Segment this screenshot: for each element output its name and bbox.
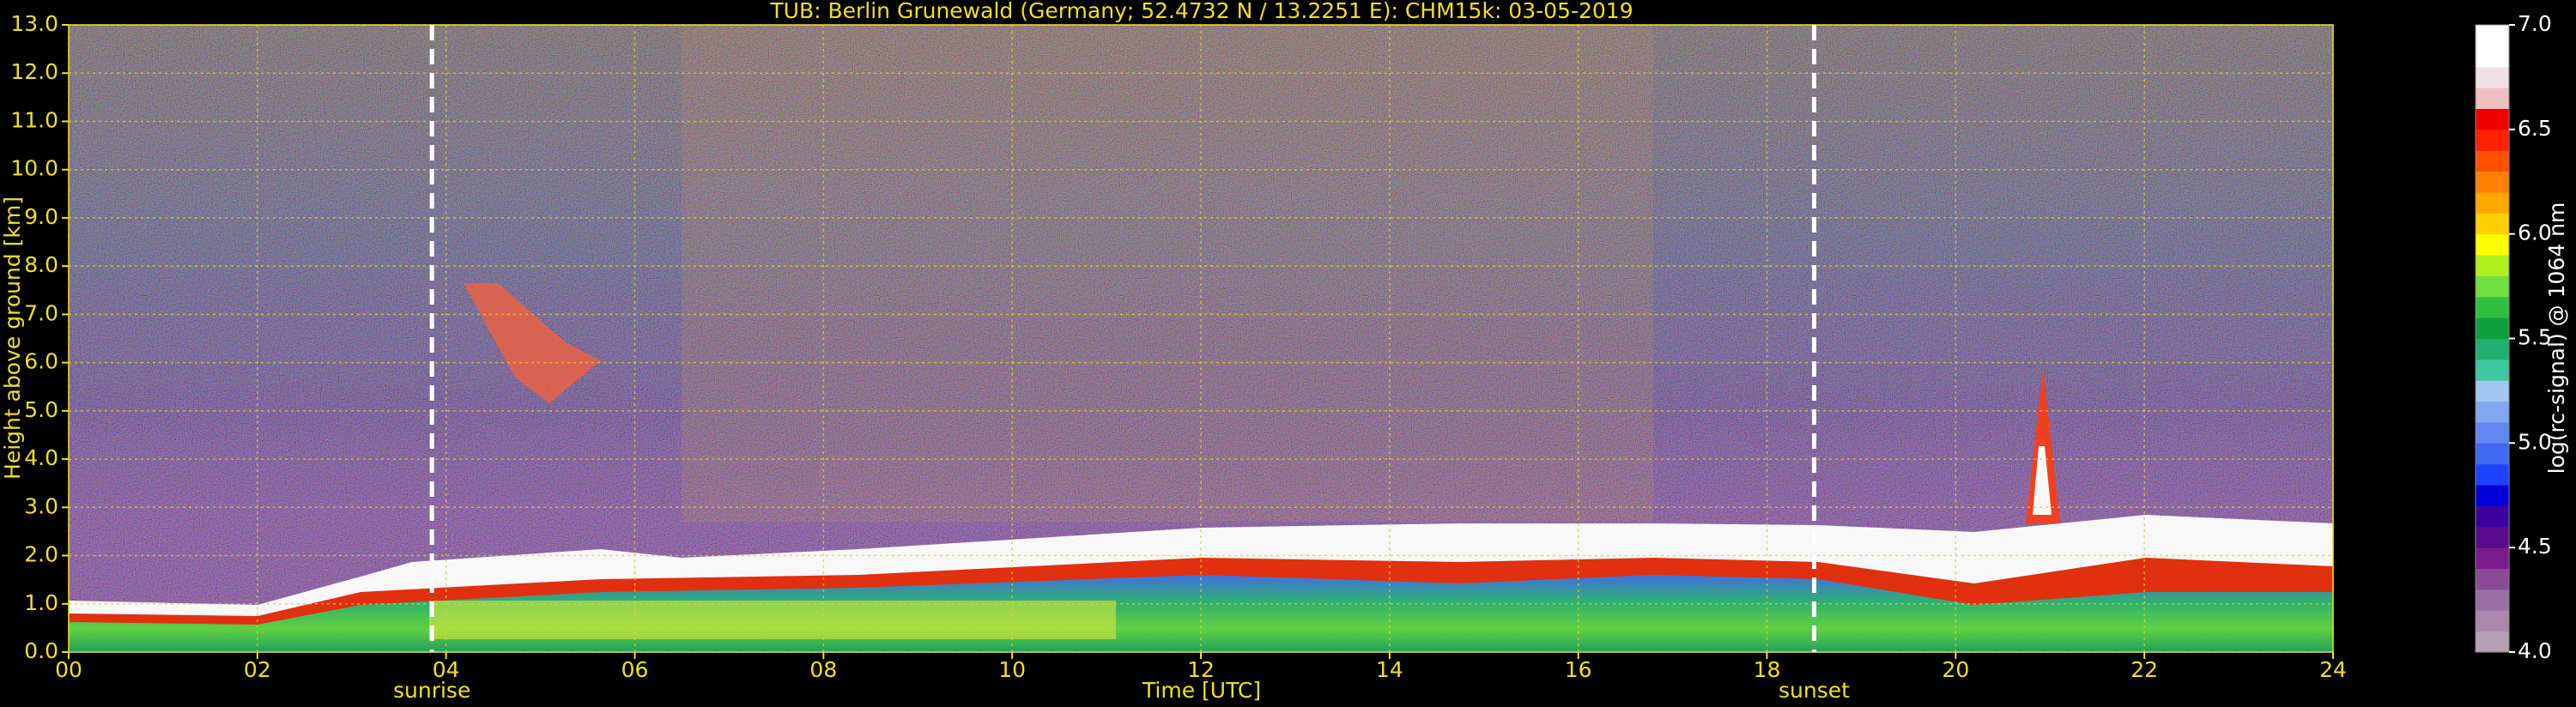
colorbar-segment bbox=[2476, 296, 2509, 318]
y-tick-label: 1.0 bbox=[24, 590, 58, 615]
y-tick-label: 10.0 bbox=[10, 156, 58, 181]
y-tick-label: 11.0 bbox=[10, 107, 58, 132]
colorbar-segment bbox=[2476, 359, 2509, 381]
y-tick-label: 2.0 bbox=[24, 542, 58, 567]
colorbar-label: log(rc-signal) @ 1064 nm bbox=[2544, 202, 2569, 474]
colorbar-segment bbox=[2476, 589, 2509, 611]
y-tick-label: 12.0 bbox=[10, 59, 58, 84]
x-tick-label: 02 bbox=[244, 657, 271, 682]
x-tick-label: 24 bbox=[2319, 657, 2347, 682]
colorbar-tick-label: 6.5 bbox=[2518, 116, 2552, 141]
chart-title: TUB: Berlin Grunewald (Germany; 52.4732 … bbox=[769, 0, 1633, 23]
colorbar-tick-label: 4.0 bbox=[2518, 638, 2552, 663]
colorbar-segment bbox=[2476, 150, 2509, 172]
x-tick-label: 22 bbox=[2131, 657, 2158, 682]
colorbar-segment bbox=[2476, 338, 2509, 360]
colorbar-segment bbox=[2476, 317, 2509, 339]
x-tick-label: 00 bbox=[55, 657, 82, 682]
colorbar-segment bbox=[2476, 45, 2509, 68]
colorbar-segment bbox=[2476, 129, 2509, 151]
y-tick-label: 7.0 bbox=[24, 300, 58, 325]
colorbar-segment bbox=[2476, 233, 2509, 256]
colorbar-tick-label: 5.5 bbox=[2518, 325, 2552, 350]
annotation-label: sunrise bbox=[393, 678, 470, 703]
colorbar-tick-label: 6.0 bbox=[2518, 221, 2552, 245]
colorbar-segment bbox=[2476, 568, 2509, 590]
y-tick-label: 13.0 bbox=[10, 11, 58, 36]
colorbar-segment bbox=[2476, 463, 2509, 486]
colorbar-segment bbox=[2476, 421, 2509, 444]
x-tick-label: 08 bbox=[809, 657, 837, 682]
y-tick-label: 9.0 bbox=[24, 204, 58, 229]
colorbar-tick-label: 4.5 bbox=[2518, 534, 2552, 559]
x-tick-label: 04 bbox=[433, 657, 460, 682]
colorbar-segment bbox=[2476, 610, 2509, 632]
colorbar-segment bbox=[2476, 88, 2509, 109]
y-tick-label: 6.0 bbox=[24, 349, 58, 374]
x-tick-label: 12 bbox=[1187, 657, 1215, 682]
x-tick-label: 14 bbox=[1376, 657, 1403, 682]
x-tick-label: 06 bbox=[621, 657, 649, 682]
y-tick-label: 8.0 bbox=[24, 252, 58, 277]
colorbar-segment bbox=[2476, 25, 2509, 46]
colorbar-segment bbox=[2476, 213, 2509, 235]
colorbar-segment bbox=[2476, 108, 2509, 130]
colorbar-segment bbox=[2476, 275, 2509, 298]
x-tick-label: 10 bbox=[998, 657, 1026, 682]
y-tick-label: 5.0 bbox=[24, 397, 58, 422]
x-tick-label: 20 bbox=[1942, 657, 1969, 682]
colorbar-segment bbox=[2476, 255, 2509, 276]
colorbar-segment bbox=[2476, 171, 2509, 193]
colorbar-segment bbox=[2476, 526, 2509, 548]
colorbar-tick-label: 5.0 bbox=[2518, 429, 2552, 454]
colorbar-segment bbox=[2476, 547, 2509, 570]
colorbar-segment bbox=[2476, 485, 2509, 506]
x-tick-label: 18 bbox=[1754, 657, 1781, 682]
y-tick-label: 0.0 bbox=[24, 638, 58, 663]
y-axis-label: Height above ground [km] bbox=[0, 196, 25, 480]
colorbar-segment bbox=[2476, 443, 2509, 465]
colorbar-segment bbox=[2476, 631, 2509, 653]
colorbar-segment bbox=[2476, 401, 2509, 423]
colorbar-segment bbox=[2476, 66, 2509, 88]
y-tick-label: 3.0 bbox=[24, 493, 58, 518]
annotation-label: sunset bbox=[1779, 678, 1850, 703]
colorbar-tick-label: 7.0 bbox=[2518, 11, 2552, 36]
x-tick-label: 16 bbox=[1565, 657, 1592, 682]
y-tick-label: 4.0 bbox=[24, 445, 58, 470]
x-axis-label: Time [UTC] bbox=[1142, 678, 1261, 703]
colorbar-segment bbox=[2476, 505, 2509, 528]
colorbar-segment bbox=[2476, 191, 2509, 214]
colorbar-segment bbox=[2476, 380, 2509, 402]
